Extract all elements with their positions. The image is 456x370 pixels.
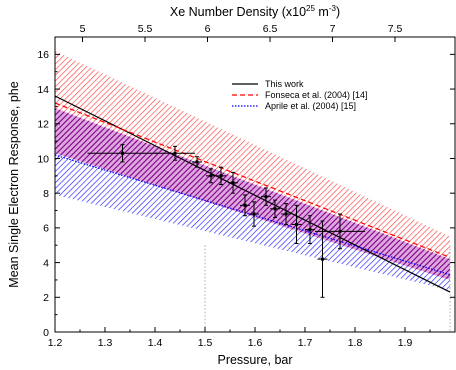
- data-point: [317, 220, 328, 298]
- point-marker: [308, 228, 312, 232]
- top-tick-label: 6: [205, 23, 211, 35]
- point-marker: [121, 151, 124, 155]
- top-axis-title-close: ): [336, 5, 340, 19]
- series-lines: [55, 95, 451, 293]
- data-point: [261, 187, 271, 206]
- legend-label-1: This work: [265, 79, 304, 89]
- y-tick-label: 4: [43, 257, 49, 269]
- data-point: [155, 145, 195, 161]
- top-tick-label: 7: [330, 23, 336, 35]
- top-tick-label: 7.5: [388, 23, 403, 35]
- x-tick-label: 1.5: [198, 337, 213, 349]
- x-tick-label: 1.3: [98, 337, 113, 349]
- top-axis-title-main: Xe Number Density (x10: [170, 5, 306, 19]
- top-axis-title-unit-exp: -3: [329, 4, 337, 13]
- top-tick-label: 5: [80, 23, 86, 35]
- x-tick-label: 1.8: [348, 337, 363, 349]
- point-marker: [219, 174, 223, 178]
- top-axis-ticks: 5 5.5 6 6.5 7 7.5: [80, 23, 403, 42]
- x-axis-ticks: 1.2 1.3 1.4 1.5 1.6 1.7 1.8 1.9: [48, 327, 431, 349]
- y-tick-label: 6: [43, 223, 49, 235]
- series-line-2: [55, 102, 451, 258]
- reference-lines: [204, 245, 451, 332]
- x-axis-title: Pressure, bar: [217, 353, 292, 367]
- x-tick-label: 1.9: [398, 337, 413, 349]
- point-marker: [243, 203, 247, 207]
- y-tick-label: 2: [43, 292, 49, 304]
- point-marker: [321, 257, 324, 261]
- legend-label-2: Fonseca et al. (2004) [14]: [265, 90, 368, 100]
- point-marker: [209, 174, 213, 178]
- x-tick-label: 1.4: [148, 337, 163, 349]
- y-tick-label: 16: [37, 49, 49, 61]
- data-point: [305, 215, 315, 244]
- data-point: [206, 168, 216, 184]
- data-point: [87, 144, 158, 163]
- legend-label-3: Aprile et al. (2004) [15]: [265, 101, 356, 111]
- data-point: [281, 203, 291, 225]
- data-point: [270, 199, 280, 218]
- series-line-1: [55, 95, 451, 293]
- point-marker: [195, 160, 199, 164]
- data-point: [249, 201, 259, 227]
- point-marker: [264, 195, 268, 199]
- data-point: [291, 204, 302, 244]
- point-marker: [295, 222, 298, 226]
- x-tick-label: 1.7: [298, 337, 313, 349]
- top-tick-label: 5.5: [138, 23, 153, 35]
- uncertainty-bands: [55, 50, 450, 291]
- y-tick-label: 0: [43, 327, 49, 339]
- y-axis-ticks: 0 2 4 6 8 10 12 14 16: [37, 49, 455, 339]
- y-tick-label: 14: [37, 84, 49, 96]
- point-marker: [231, 181, 235, 185]
- point-marker: [284, 212, 288, 216]
- y-tick-label: 12: [37, 119, 49, 131]
- top-axis-title-unit: m: [315, 5, 329, 19]
- y-tick-label: 8: [43, 188, 49, 200]
- point-marker: [173, 151, 177, 155]
- top-axis-title: Xe Number Density (x1025 m-3): [170, 4, 340, 19]
- data-point: [240, 194, 250, 217]
- point-marker: [273, 207, 277, 211]
- top-tick-label: 6.5: [263, 23, 278, 35]
- top-axis-title-exp: 25: [306, 4, 315, 13]
- data-points: [87, 144, 365, 298]
- x-tick-label: 1.6: [248, 337, 263, 349]
- x-tick-label: 1.2: [48, 337, 63, 349]
- data-point: [216, 166, 226, 185]
- data-point: [315, 213, 365, 250]
- y-tick-label: 10: [37, 153, 49, 165]
- point-marker: [252, 212, 256, 216]
- data-point: [228, 171, 238, 194]
- data-point: [192, 156, 202, 168]
- point-marker: [338, 229, 342, 233]
- y-axis-title: Mean Single Electron Response, phe: [7, 81, 21, 287]
